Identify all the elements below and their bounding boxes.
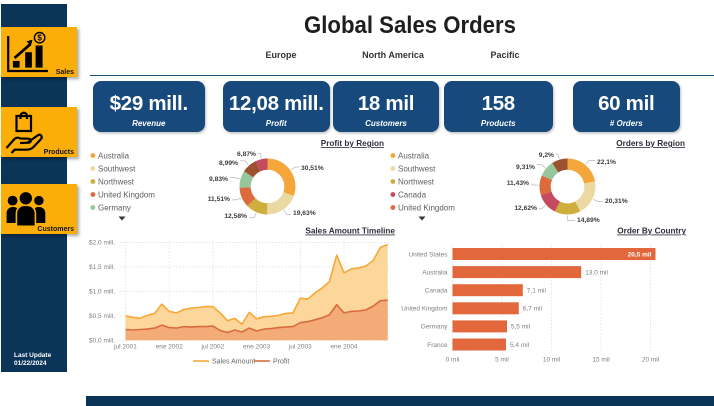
svg-text:United Kingdom: United Kingdom — [398, 203, 455, 212]
svg-text:13,0 mil: 13,0 mil — [585, 269, 608, 276]
svg-text:9,2%: 9,2% — [539, 152, 554, 159]
svg-text:6,87%: 6,87% — [237, 151, 256, 158]
svg-text:United States: United States — [408, 251, 448, 258]
svg-text:0 mil: 0 mil — [446, 357, 460, 364]
svg-text:9,83%: 9,83% — [209, 176, 228, 183]
svg-text:5,5 mil: 5,5 mil — [511, 324, 531, 331]
svg-text:7,1 mil: 7,1 mil — [527, 288, 547, 295]
svg-text:jul 2003: jul 2003 — [288, 344, 312, 351]
svg-text:Sales Amount: Sales Amount — [212, 359, 255, 366]
svg-text:$0,0 mill.: $0,0 mill. — [89, 338, 115, 345]
svg-text:United Kingdom: United Kingdom — [98, 190, 155, 199]
svg-text:$: $ — [37, 34, 42, 43]
svg-text:20 mil: 20 mil — [642, 357, 660, 364]
svg-text:30,51%: 30,51% — [301, 165, 324, 172]
svg-text:France: France — [427, 342, 448, 349]
svg-text:Australia: Australia — [398, 151, 430, 160]
svg-text:Australia: Australia — [98, 151, 130, 160]
svg-text:12,58%: 12,58% — [224, 213, 247, 220]
svg-text:6,7 mil: 6,7 mil — [523, 306, 543, 313]
svg-text:Germany: Germany — [98, 203, 131, 212]
svg-text:5,4 mil: 5,4 mil — [510, 342, 530, 349]
svg-text:10 mil: 10 mil — [543, 357, 561, 364]
svg-text:Northwest: Northwest — [98, 177, 135, 186]
svg-text:Southwest: Southwest — [98, 164, 136, 173]
svg-text:$2,0 mill.: $2,0 mill. — [89, 240, 115, 247]
svg-text:$1,0 mill.: $1,0 mill. — [89, 289, 115, 296]
svg-text:22,1%: 22,1% — [597, 159, 616, 166]
svg-text:Canada: Canada — [425, 288, 448, 295]
svg-text:Canada: Canada — [398, 190, 427, 199]
svg-text:ene 2003: ene 2003 — [243, 344, 270, 351]
svg-text:Order By Country: Order By Country — [617, 227, 686, 236]
svg-text:Sales Amount Timeline: Sales Amount Timeline — [305, 227, 395, 236]
svg-text:ene 2002: ene 2002 — [156, 344, 183, 351]
svg-text:20,5 mil: 20,5 mil — [628, 251, 652, 258]
svg-text:jul 2001: jul 2001 — [113, 344, 137, 351]
svg-text:12,62%: 12,62% — [514, 205, 537, 212]
svg-text:11,51%: 11,51% — [208, 196, 230, 203]
svg-text:14,89%: 14,89% — [577, 217, 600, 224]
svg-text:Profit by Region: Profit by Region — [321, 139, 384, 148]
svg-text:United Kingdom: United Kingdom — [401, 306, 447, 313]
svg-text:11,43%: 11,43% — [507, 180, 529, 187]
svg-text:ene 2004: ene 2004 — [330, 344, 357, 351]
svg-text:Australia: Australia — [422, 269, 448, 276]
svg-text:8,99%: 8,99% — [219, 160, 238, 167]
svg-text:20,31%: 20,31% — [605, 198, 628, 205]
svg-text:Germany: Germany — [421, 324, 448, 331]
svg-text:$1,5 mill.: $1,5 mill. — [89, 264, 115, 271]
svg-text:jul 2002: jul 2002 — [201, 344, 225, 351]
svg-text:19,63%: 19,63% — [293, 210, 316, 217]
svg-text:Profit: Profit — [273, 359, 289, 366]
svg-text:15 mil: 15 mil — [592, 357, 610, 364]
svg-text:Northwest: Northwest — [398, 177, 435, 186]
svg-text:$0,5 mill.: $0,5 mill. — [89, 313, 115, 320]
svg-text:9,31%: 9,31% — [516, 164, 535, 171]
svg-text:Orders by Region: Orders by Region — [616, 139, 685, 148]
svg-text:5 mil: 5 mil — [495, 357, 509, 364]
svg-text:Southwest: Southwest — [398, 164, 436, 173]
